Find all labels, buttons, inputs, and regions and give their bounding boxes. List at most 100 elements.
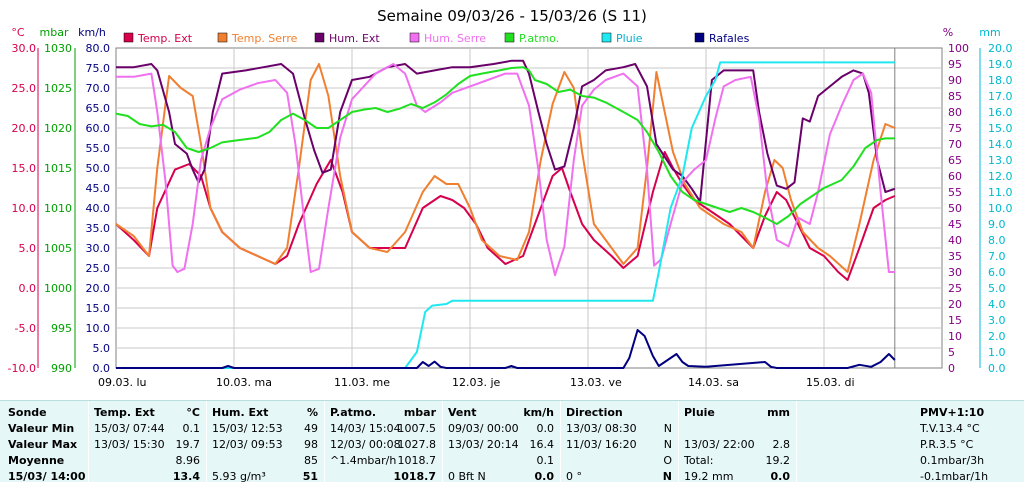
dir-min-value: N xyxy=(663,422,672,435)
hum-min-value: 49 xyxy=(304,422,318,435)
vent-header: Vent xyxy=(448,406,477,419)
patmo-avg-value: 1018.7 xyxy=(397,454,437,467)
series-p-atmo xyxy=(115,66,895,225)
legend-swatch xyxy=(123,32,134,43)
chart-svg: Semaine 09/03/26 - 15/03/26 (S 11) °C mbar… xyxy=(8,7,1013,389)
pluie-header: Pluie xyxy=(684,406,715,419)
pct-tick-label: 50 xyxy=(948,202,962,215)
mm-tick-label: 5.0 xyxy=(988,282,1006,295)
chart-title: Semaine 09/03/26 - 15/03/26 (S 11) xyxy=(377,7,647,25)
statistics-panel: Sonde Valeur Min Valeur Max Moyenne 15/0… xyxy=(0,400,1024,483)
mm-tick-label: 19.0 xyxy=(988,58,1013,71)
temp-max-value: 19.7 xyxy=(175,438,201,451)
temp-avg-value: 8.96 xyxy=(175,454,201,467)
mbar-tick-label: 1015 xyxy=(44,162,72,175)
patmo-min-time: 14/03/ 15:04 xyxy=(330,422,401,435)
vent-unit: km/h xyxy=(523,406,554,419)
legend-label: Rafales xyxy=(709,32,750,45)
mm-tick-label: 20.0 xyxy=(988,42,1013,55)
patmo-current-value: 1018.7 xyxy=(393,470,436,483)
vent-max-time: 13/03/ 20:14 xyxy=(448,438,519,451)
column-separator xyxy=(678,401,679,482)
mm-tick-label: 8.0 xyxy=(988,234,1006,247)
temp-min-value: 0.1 xyxy=(182,422,201,435)
pmv-trend-1h: -0.1mbar/1h xyxy=(920,470,989,483)
row-label-current: 15/03/ 14:00 xyxy=(8,470,86,483)
pct-tick-label: 75 xyxy=(948,122,962,135)
kmh-tick-label: 40.0 xyxy=(86,202,111,215)
pct-tick-label: 25 xyxy=(948,282,962,295)
pct-tick-label: 70 xyxy=(948,138,962,151)
pct-tick-label: 40 xyxy=(948,234,962,247)
kmh-axis-unit: km/h xyxy=(78,26,106,39)
pct-axis-unit: % xyxy=(943,26,953,39)
kmh-tick-label: 20.0 xyxy=(86,282,111,295)
mm-tick-label: 13.0 xyxy=(988,154,1013,167)
temp-tick-label: -5.0 xyxy=(15,322,36,335)
kmh-tick-label: 65.0 xyxy=(86,102,111,115)
mm-tick-label: 2.0 xyxy=(988,330,1006,343)
mm-tick-label: 9.0 xyxy=(988,218,1006,231)
kmh-tick-label: 45.0 xyxy=(86,182,111,195)
kmh-tick-label: 0.0 xyxy=(93,362,111,375)
mm-tick-label: 12.0 xyxy=(988,170,1013,183)
pluie-current-value: 0.0 xyxy=(770,470,791,483)
kmh-tick-label: 50.0 xyxy=(86,162,111,175)
pct-tick-label: 45 xyxy=(948,218,962,231)
legend-label: Temp. Serre xyxy=(231,32,298,45)
pct-tick-label: 20 xyxy=(948,298,962,311)
pmv-header: PMV+1:10 xyxy=(920,406,985,419)
x-tick-label: 14.03. sa xyxy=(688,376,739,389)
mbar-axis-unit: mbar xyxy=(40,26,69,39)
pct-tick-label: 85 xyxy=(948,90,962,103)
dir-max-value: N xyxy=(663,438,672,451)
mm-tick-label: 16.0 xyxy=(988,106,1013,119)
vent-avg-value: 0.1 xyxy=(536,454,555,467)
kmh-tick-label: 30.0 xyxy=(86,242,111,255)
legend-label: Temp. Ext xyxy=(137,32,193,45)
legend-swatch xyxy=(694,32,705,43)
dir-degrees: 0 ° xyxy=(566,470,582,483)
column-separator xyxy=(442,401,443,482)
mbar-tick-label: 1030 xyxy=(44,42,72,55)
vent-current-value: 0.0 xyxy=(534,470,555,483)
dir-avg-value: O xyxy=(663,454,672,467)
mm-tick-label: 17.0 xyxy=(988,90,1013,103)
column-separator xyxy=(324,401,325,482)
pmv-pr: P.R.3.5 °C xyxy=(920,438,974,451)
pluie-unit: mm xyxy=(767,406,790,419)
series-hum-serre xyxy=(116,63,895,277)
x-tick-label: 12.03. je xyxy=(452,376,501,389)
pct-tick-label: 35 xyxy=(948,250,962,263)
temp-tick-label: 0.0 xyxy=(19,282,37,295)
row-label-max: Valeur Max xyxy=(8,438,78,451)
temp-axis-unit: °C xyxy=(11,26,25,39)
pct-tick-label: 55 xyxy=(948,186,962,199)
x-tick-label: 13.03. ve xyxy=(570,376,622,389)
hum-max-value: 98 xyxy=(304,438,318,451)
weather-chart: Semaine 09/03/26 - 15/03/26 (S 11) °C mbar… xyxy=(8,7,1013,389)
legend-label: Hum. Serre xyxy=(424,32,486,45)
legend-label: Pluie xyxy=(616,32,643,45)
pct-tick-label: 80 xyxy=(948,106,962,119)
pct-tick-label: 95 xyxy=(948,58,962,71)
vent-max-value: 16.4 xyxy=(529,438,555,451)
pct-tick-label: 90 xyxy=(948,74,962,87)
legend-label: P.atmo. xyxy=(519,32,559,45)
mbar-tick-label: 1000 xyxy=(44,282,72,295)
series-temp-serre xyxy=(115,63,896,273)
kmh-tick-label: 80.0 xyxy=(86,42,111,55)
kmh-tick-label: 25.0 xyxy=(86,262,111,275)
temp-min-time: 15/03/ 07:44 xyxy=(94,422,165,435)
legend-label: Hum. Ext xyxy=(329,32,380,45)
mbar-tick-label: 990 xyxy=(51,362,72,375)
mbar-tick-label: 1010 xyxy=(44,202,72,215)
series-rafales xyxy=(116,329,896,369)
vent-beaufort: 0 Bft N xyxy=(448,470,486,483)
patmo-min-value: 1007.5 xyxy=(397,422,437,435)
pct-tick-label: 100 xyxy=(948,42,969,55)
kmh-tick-label: 55.0 xyxy=(86,142,111,155)
sonde-header: Sonde xyxy=(8,406,47,419)
mm-tick-label: 10.0 xyxy=(988,202,1013,215)
pct-tick-label: 65 xyxy=(948,154,962,167)
